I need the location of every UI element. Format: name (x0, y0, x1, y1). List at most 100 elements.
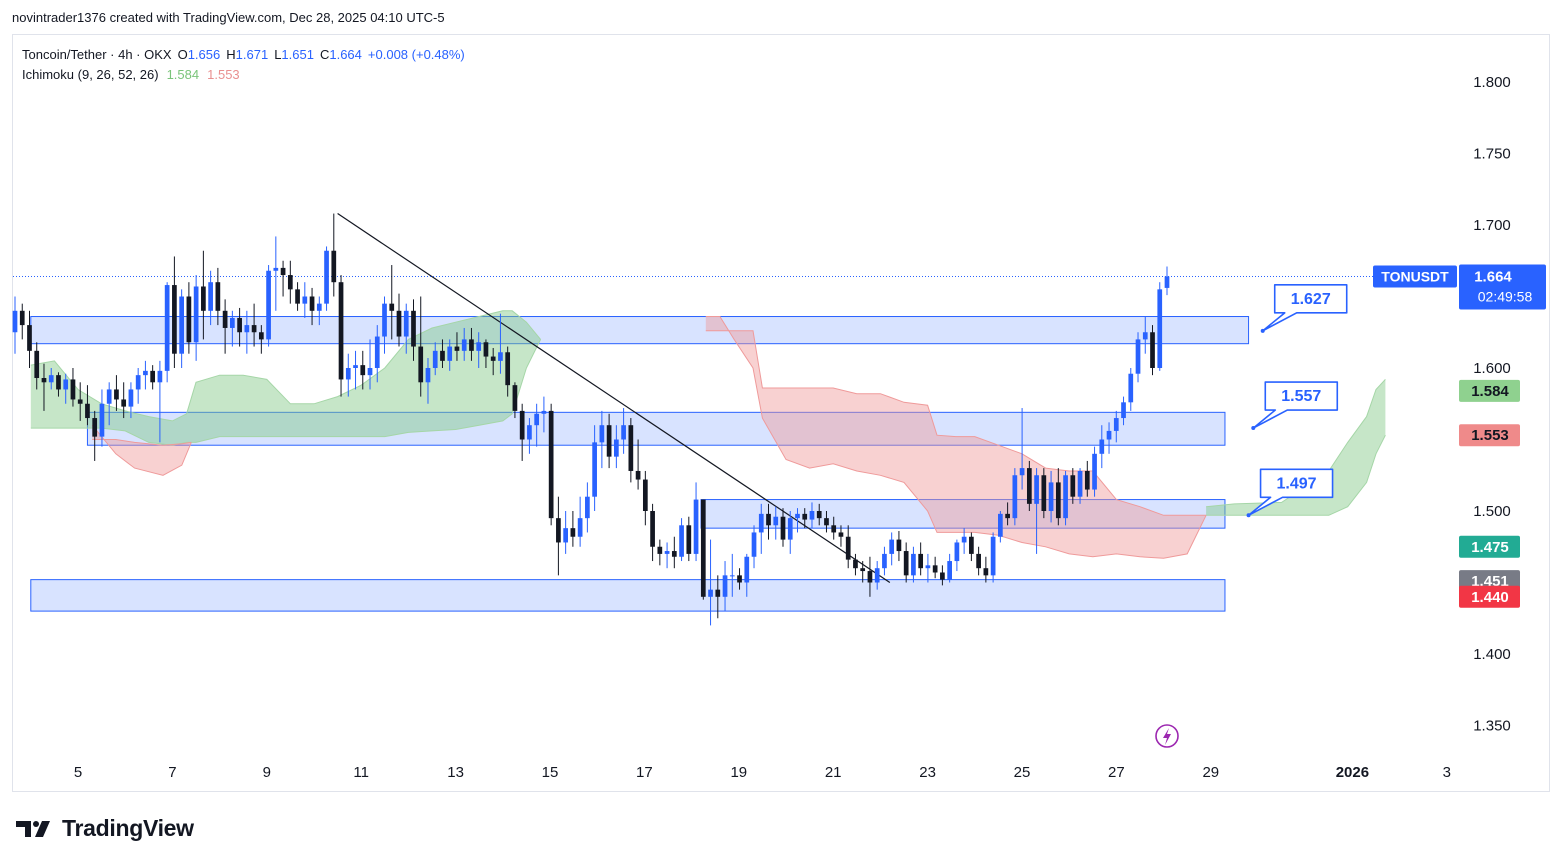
candle[interactable] (389, 265, 395, 340)
candle[interactable] (577, 496, 583, 547)
candle[interactable] (1063, 470, 1068, 526)
candle[interactable] (541, 396, 547, 433)
tradingview-logo[interactable]: TradingView (16, 815, 194, 842)
candle[interactable] (266, 265, 271, 347)
candle[interactable] (990, 532, 996, 583)
candle[interactable] (657, 539, 663, 566)
candle[interactable] (498, 313, 503, 374)
candle[interactable] (976, 546, 981, 576)
candle[interactable] (773, 506, 779, 540)
candle[interactable] (628, 418, 634, 483)
candle[interactable] (447, 339, 453, 371)
candle[interactable] (795, 508, 800, 533)
candle[interactable] (454, 332, 460, 361)
candle[interactable] (34, 342, 40, 390)
candle[interactable] (570, 511, 576, 547)
candle[interactable] (505, 346, 511, 397)
candle[interactable] (1026, 460, 1032, 511)
candle[interactable] (1106, 422, 1112, 454)
candle[interactable] (41, 363, 47, 411)
candle[interactable] (403, 303, 409, 354)
candle[interactable] (1128, 368, 1134, 411)
candle[interactable] (360, 350, 366, 390)
candle[interactable] (816, 503, 822, 526)
candle[interactable] (280, 260, 286, 297)
candle[interactable] (48, 368, 54, 390)
candle[interactable] (802, 508, 808, 529)
candle[interactable] (998, 511, 1003, 543)
candle[interactable] (411, 299, 416, 361)
price-label-1.440[interactable]: 1.440 (1459, 585, 1520, 608)
candle[interactable] (650, 503, 655, 562)
sr-zone[interactable] (30, 316, 1250, 345)
candle[interactable] (874, 561, 880, 590)
candle[interactable] (324, 246, 329, 311)
candle[interactable] (150, 365, 156, 390)
callout-1.627[interactable]: 1.627 (1260, 284, 1348, 333)
candle[interactable] (787, 511, 793, 554)
candle[interactable] (244, 310, 250, 354)
candle[interactable] (686, 516, 692, 562)
candle[interactable] (671, 536, 677, 569)
candle[interactable] (186, 282, 192, 354)
price-label-1.475[interactable]: 1.475 (1459, 535, 1520, 558)
candle[interactable] (302, 282, 308, 318)
candle[interactable] (99, 389, 105, 447)
candle[interactable] (867, 556, 873, 597)
candle[interactable] (425, 357, 431, 404)
candle[interactable] (766, 503, 771, 540)
candle[interactable] (251, 303, 257, 347)
candle[interactable] (1077, 468, 1083, 504)
candle[interactable] (642, 470, 648, 526)
candle[interactable] (367, 339, 373, 390)
legend-indicator-row[interactable]: Ichimoku (9, 26, 52, 26) 1.584 1.553 (22, 65, 465, 85)
candle[interactable] (1041, 468, 1047, 519)
candle[interactable] (932, 556, 938, 579)
candle[interactable] (983, 556, 989, 583)
candle[interactable] (751, 525, 757, 569)
candle[interactable] (563, 511, 568, 554)
sr-zone[interactable] (30, 579, 1226, 612)
candle[interactable] (606, 413, 612, 469)
candle[interactable] (353, 350, 358, 390)
candle[interactable] (193, 275, 199, 361)
candle[interactable] (70, 368, 76, 407)
candle[interactable] (143, 360, 148, 390)
candle[interactable] (215, 267, 221, 326)
candle[interactable] (621, 408, 626, 454)
candle[interactable] (1005, 502, 1010, 526)
candle[interactable] (1070, 468, 1076, 504)
candle[interactable] (838, 525, 844, 547)
candle[interactable] (316, 296, 322, 326)
candle[interactable] (1012, 468, 1018, 526)
candle[interactable] (396, 293, 402, 347)
candle[interactable] (882, 546, 887, 576)
candle[interactable] (164, 282, 170, 383)
candle[interactable] (737, 568, 742, 590)
candle[interactable] (338, 275, 344, 397)
candle[interactable] (585, 482, 590, 533)
candle[interactable] (896, 531, 902, 562)
candle[interactable] (1157, 282, 1163, 371)
candle[interactable] (722, 561, 728, 612)
candle[interactable] (889, 532, 895, 566)
candle[interactable] (679, 518, 684, 562)
candle[interactable] (1092, 446, 1097, 497)
candle[interactable] (461, 327, 467, 361)
candle[interactable] (483, 339, 489, 368)
candle[interactable] (179, 289, 184, 368)
candle[interactable] (469, 327, 474, 361)
candle[interactable] (664, 542, 670, 569)
candle[interactable] (1150, 325, 1155, 376)
candle[interactable] (85, 385, 90, 426)
candle[interactable] (106, 382, 112, 426)
candle[interactable] (230, 310, 235, 347)
candle[interactable] (222, 299, 228, 354)
candle[interactable] (1099, 425, 1105, 469)
candle[interactable] (614, 425, 619, 469)
legend-symbol-row[interactable]: Toncoin/Tether · 4h · OKX O 1.656 H 1.67… (22, 45, 465, 65)
candle[interactable] (556, 496, 561, 576)
candle[interactable] (1084, 460, 1090, 497)
candle[interactable] (490, 347, 496, 376)
candle[interactable] (693, 482, 699, 562)
